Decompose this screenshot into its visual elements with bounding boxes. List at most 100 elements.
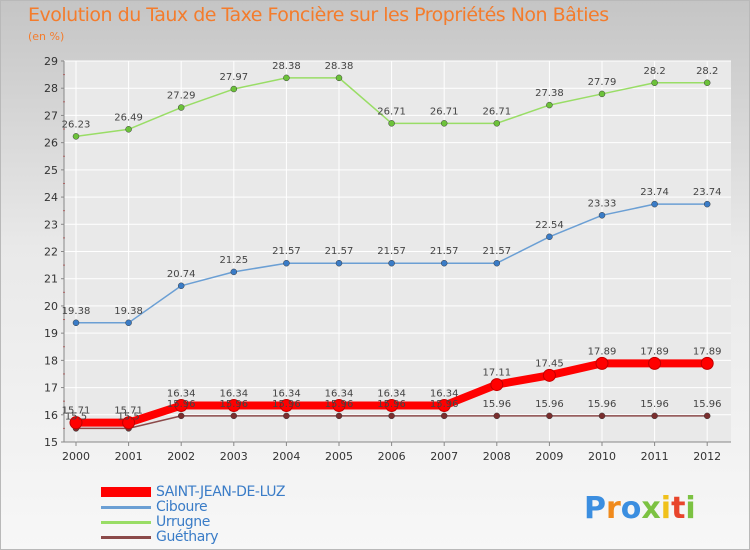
y-tick-label: 16 (44, 409, 58, 422)
data-label: 27.38 (535, 88, 564, 99)
data-point (651, 200, 658, 208)
data-point (227, 399, 241, 413)
data-label: 21.57 (430, 246, 459, 257)
data-label: 15.96 (272, 399, 301, 410)
logo-letter: i (685, 491, 696, 526)
data-label: 26.71 (377, 106, 406, 117)
data-label: 21.57 (377, 246, 406, 257)
y-tick-label: 18 (44, 354, 58, 367)
data-label: 27.29 (167, 91, 196, 102)
data-point (335, 259, 343, 267)
data-point (493, 259, 501, 267)
data-label: 27.97 (219, 72, 248, 83)
data-point (388, 120, 395, 127)
data-point (440, 412, 448, 420)
data-point (122, 416, 136, 430)
data-point (177, 282, 185, 290)
data-label: 21.25 (219, 255, 248, 266)
data-label: 15.71 (114, 406, 143, 417)
data-point (493, 120, 501, 127)
data-point (598, 90, 606, 98)
data-point (72, 319, 80, 327)
data-label: 15.96 (640, 399, 669, 410)
data-point (332, 399, 346, 413)
x-tick-label: 2012 (693, 450, 721, 463)
data-point (174, 399, 188, 413)
data-point (542, 368, 556, 382)
y-tick-label: 19 (44, 327, 58, 340)
data-point (72, 133, 80, 140)
data-label: 21.57 (325, 246, 354, 257)
legend-label: Ciboure (156, 499, 208, 515)
logo-letter: i (660, 491, 672, 526)
data-point (595, 356, 609, 370)
chart-title: Evolution du Taux de Taxe Foncière sur l… (28, 4, 609, 26)
data-label: 15.96 (430, 399, 459, 410)
x-tick-label: 2001 (115, 450, 143, 463)
data-point (230, 85, 238, 93)
data-label: 16.34 (430, 389, 459, 400)
data-point (546, 101, 553, 109)
data-label: 26.49 (114, 112, 143, 123)
y-tick-label: 29 (44, 55, 58, 68)
data-point (177, 412, 185, 420)
data-point (546, 412, 553, 420)
x-tick-label: 2008 (483, 450, 511, 463)
data-label: 17.89 (588, 346, 617, 357)
data-label: 28.38 (272, 61, 301, 72)
logo-letter: t (671, 491, 686, 526)
data-point (648, 356, 662, 370)
data-label: 15.96 (167, 399, 196, 410)
data-point (703, 412, 711, 420)
data-label: 15.5 (117, 411, 139, 422)
legend-swatch (101, 521, 151, 524)
data-label: 23.33 (588, 198, 617, 209)
data-label: 19.38 (114, 306, 143, 317)
logo-letter: o (620, 491, 642, 526)
data-point (700, 356, 714, 370)
data-label: 16.34 (377, 389, 406, 400)
data-point (335, 412, 343, 420)
x-tick-label: 2011 (641, 450, 669, 463)
data-point (598, 212, 606, 219)
x-tick-label: 2006 (378, 450, 406, 463)
data-label: 15.96 (219, 399, 248, 410)
data-label: 21.57 (272, 246, 301, 257)
data-label: 28.38 (325, 61, 354, 72)
data-label: 19.38 (62, 306, 91, 317)
legend-label: Urrugne (156, 514, 210, 530)
data-point (283, 74, 290, 82)
data-point (385, 399, 399, 413)
logo-letter: r (606, 491, 621, 526)
data-label: 27.79 (588, 77, 617, 88)
y-tick-label: 26 (44, 137, 58, 150)
y-tick-label: 27 (44, 109, 58, 122)
data-point (125, 126, 132, 133)
data-label: 28.2 (643, 66, 665, 77)
y-tick-label: 22 (44, 246, 58, 259)
x-tick-label: 2000 (62, 450, 90, 463)
y-tick-label: 23 (44, 218, 58, 231)
data-point (546, 233, 553, 241)
data-point (440, 259, 448, 267)
legend-swatch (101, 487, 151, 497)
data-point (388, 259, 395, 267)
data-point (335, 74, 343, 82)
legend-label: Guéthary (156, 529, 219, 545)
data-label: 26.71 (430, 106, 459, 117)
x-tick-label: 2002 (167, 450, 195, 463)
data-point (703, 200, 711, 208)
data-label: 15.71 (62, 406, 91, 417)
data-label: 16.34 (167, 389, 196, 400)
data-label: 17.89 (640, 346, 669, 357)
y-tick-label: 21 (44, 273, 58, 286)
data-label: 23.74 (693, 187, 722, 198)
x-tick-label: 2005 (325, 450, 353, 463)
data-point (177, 104, 185, 111)
legend-swatch (101, 536, 151, 539)
x-tick-label: 2010 (588, 450, 616, 463)
data-point (283, 259, 290, 267)
data-point (125, 319, 132, 327)
